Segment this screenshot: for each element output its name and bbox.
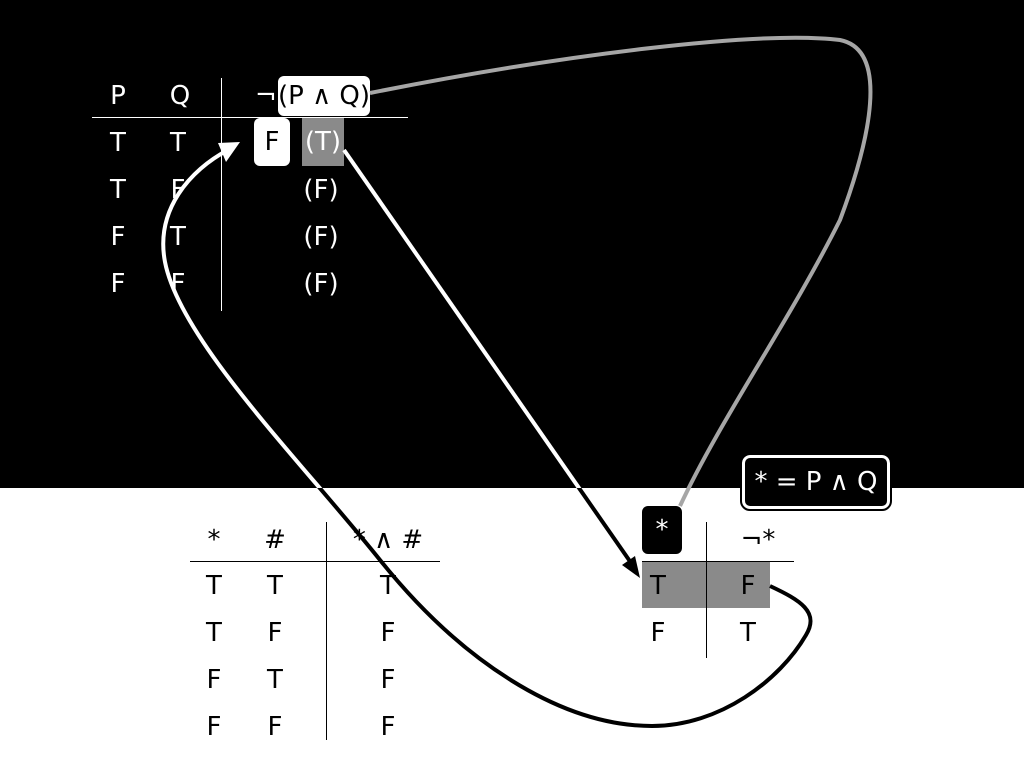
conj-row1-a: T xyxy=(206,571,222,601)
conj-row2-result: F xyxy=(380,618,396,648)
neg-row1-a: T xyxy=(650,571,666,601)
conj-row1-result: T xyxy=(380,571,396,601)
highlighted-inner-value: (T) xyxy=(302,118,344,166)
conj-column-rule xyxy=(326,522,327,740)
row3-q: T xyxy=(170,222,186,252)
row1-inner: (T) xyxy=(304,127,342,157)
formula-header-box: (P ∧ Q) xyxy=(278,76,370,116)
negation-symbol: ¬ xyxy=(255,81,277,111)
row4-p: F xyxy=(110,269,126,299)
conj-row4-a: F xyxy=(206,712,222,742)
conj-row4-b: F xyxy=(267,712,283,742)
dark-panel xyxy=(0,0,1024,488)
conj-row2-a: T xyxy=(206,618,222,648)
row2-q: F xyxy=(170,175,186,205)
row3-inner: (F) xyxy=(303,222,339,252)
conj-row2-b: F xyxy=(267,618,283,648)
header-p: P xyxy=(110,81,126,111)
conj-row3-a: F xyxy=(206,665,222,695)
neg-row2-a: F xyxy=(650,618,666,648)
neg-header-rule xyxy=(642,561,794,562)
definition-label: * = P ∧ Q xyxy=(754,467,878,497)
neg-header-result: ¬* xyxy=(740,525,776,555)
neg-header-star: * xyxy=(655,515,669,545)
conj-header-rule xyxy=(190,561,440,562)
conj-row4-result: F xyxy=(380,712,396,742)
definition-label-box: * = P ∧ Q xyxy=(740,453,892,511)
conj-row1-b: T xyxy=(267,571,283,601)
row1-p: T xyxy=(110,128,126,158)
row2-inner: (F) xyxy=(303,175,339,205)
conj-row3-b: T xyxy=(267,665,283,695)
top-table-header-rule xyxy=(92,117,408,118)
neg-row2-result: T xyxy=(740,618,756,648)
neg-column-rule xyxy=(706,522,707,658)
row1-q: T xyxy=(170,128,186,158)
row4-q: F xyxy=(170,269,186,299)
light-panel xyxy=(0,488,1024,768)
row3-p: F xyxy=(110,222,126,252)
result-f-box: F xyxy=(254,118,290,166)
header-q: Q xyxy=(169,81,191,111)
conj-header-hash: # xyxy=(264,525,286,555)
conj-header-star: * xyxy=(207,525,221,555)
top-table-column-rule xyxy=(221,78,222,311)
row4-inner: (F) xyxy=(303,269,339,299)
row2-p: T xyxy=(110,175,126,205)
row1-result: F xyxy=(264,127,280,157)
conj-header-result: * ∧ # xyxy=(352,525,424,555)
conj-row3-result: F xyxy=(380,665,396,695)
formula-header: (P ∧ Q) xyxy=(278,81,370,111)
neg-header-star-box: * xyxy=(642,506,682,554)
neg-row1-result: F xyxy=(740,571,756,601)
